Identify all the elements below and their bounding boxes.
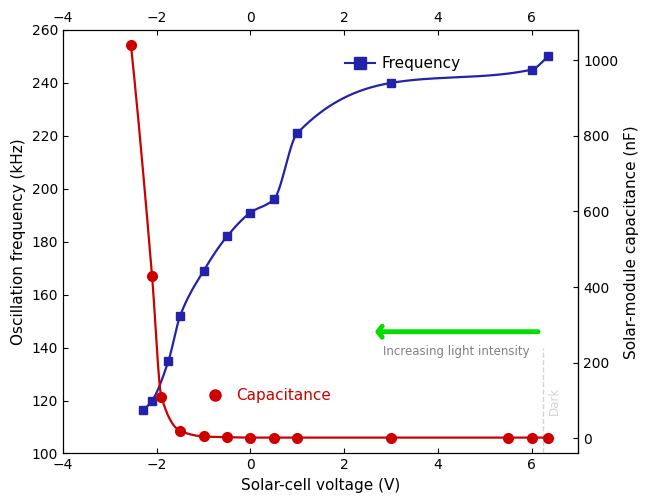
Text: Capacitance: Capacitance [237, 388, 332, 403]
Legend: Frequency: Frequency [339, 50, 467, 78]
Text: Increasing light intensity: Increasing light intensity [384, 345, 530, 358]
Y-axis label: Solar-module capacitance (nF): Solar-module capacitance (nF) [624, 125, 639, 358]
X-axis label: Solar-cell voltage (V): Solar-cell voltage (V) [241, 478, 400, 493]
Text: Dark: Dark [548, 387, 561, 415]
Y-axis label: Oscillation frequency (kHz): Oscillation frequency (kHz) [11, 139, 26, 345]
